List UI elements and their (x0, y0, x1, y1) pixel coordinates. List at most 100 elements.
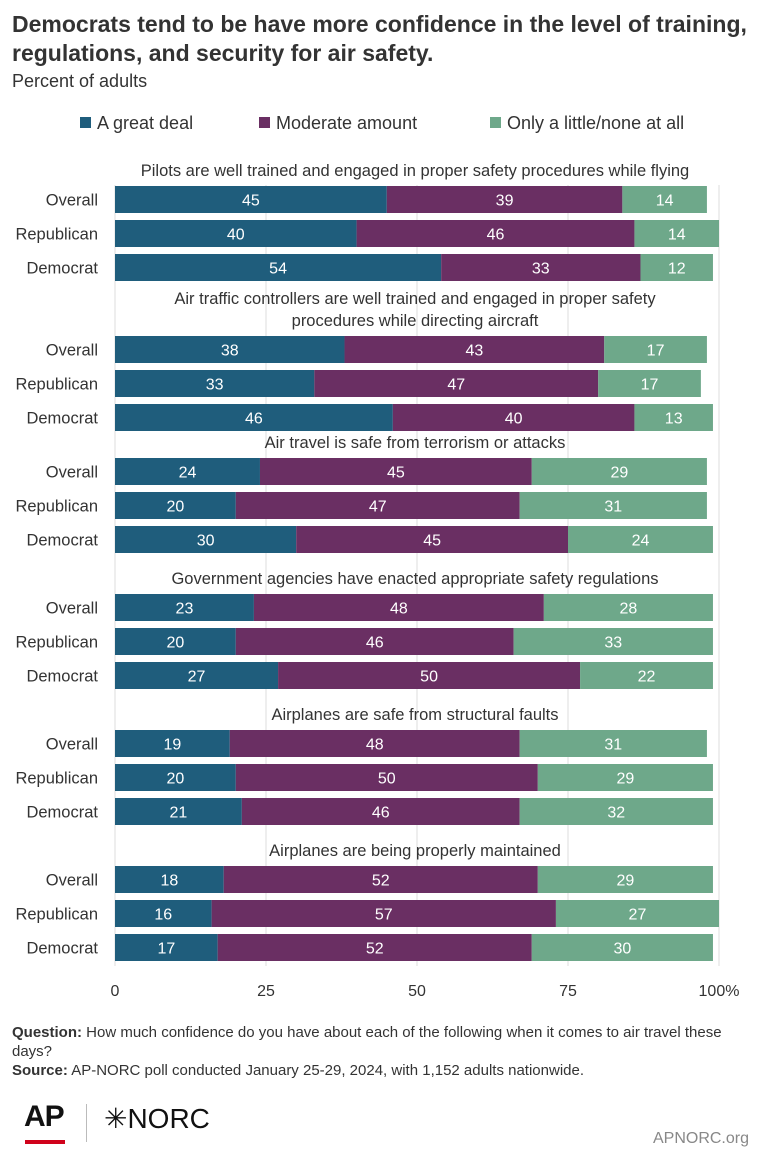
x-tick-label-1: 25 (257, 983, 275, 1000)
bar-moderate-5-2 (217, 934, 532, 961)
bar-value-little-none-0-0: 14 (656, 193, 674, 210)
bar-value-little-none-3-0: 28 (620, 601, 638, 618)
norc-logo: ✳NORC (104, 1103, 210, 1134)
bar-moderate-5-1 (211, 900, 556, 927)
row-label-2-0: Overall (46, 464, 98, 482)
x-tick-label-4: 100% (699, 983, 740, 1000)
bar-moderate-0-1 (356, 220, 635, 247)
row-label-5-2: Democrat (26, 940, 98, 958)
row-label-4-2: Democrat (26, 804, 98, 822)
bar-value-great-deal-3-2: 27 (188, 669, 206, 686)
x-tick-label-2: 50 (408, 983, 426, 1000)
bar-value-great-deal-5-0: 18 (160, 873, 178, 890)
row-label-4-1: Republican (15, 770, 98, 788)
row-label-2-2: Democrat (26, 532, 98, 550)
bar-great-deal-0-0 (115, 186, 387, 213)
bar-value-little-none-0-1: 14 (668, 227, 686, 244)
bar-value-moderate-0-2: 33 (532, 261, 550, 278)
bar-little-none-1-2 (634, 404, 713, 431)
row-label-0-1: Republican (15, 226, 98, 244)
bar-great-deal-2-1 (115, 492, 236, 519)
bar-value-moderate-1-0: 43 (465, 343, 483, 360)
bar-great-deal-4-2 (115, 798, 242, 825)
bar-moderate-4-2 (241, 798, 520, 825)
row-label-4-0: Overall (46, 736, 98, 754)
x-tick-label-0: 0 (111, 983, 120, 1000)
bar-moderate-2-1 (235, 492, 520, 519)
bar-moderate-2-2 (296, 526, 568, 553)
bar-little-none-2-1 (519, 492, 707, 519)
bar-moderate-2-0 (259, 458, 532, 485)
bar-value-great-deal-2-1: 20 (167, 499, 185, 516)
bar-great-deal-1-0 (115, 336, 345, 363)
bar-great-deal-0-2 (115, 254, 442, 281)
logo-divider (86, 1104, 87, 1142)
row-label-1-1: Republican (15, 376, 98, 394)
bar-little-none-1-1 (598, 370, 701, 397)
bar-value-moderate-5-0: 52 (372, 873, 390, 890)
bar-little-none-3-1 (513, 628, 713, 655)
source-note: Source: AP-NORC poll conducted January 2… (12, 1061, 756, 1080)
bar-value-moderate-2-2: 45 (423, 533, 441, 550)
bar-moderate-1-2 (392, 404, 635, 431)
bar-little-none-0-0 (622, 186, 707, 213)
bar-value-great-deal-1-2: 46 (245, 411, 263, 428)
bar-moderate-0-2 (441, 254, 641, 281)
chart-subtitle: Percent of adults (12, 71, 148, 91)
bar-value-great-deal-4-1: 20 (167, 771, 185, 788)
bar-moderate-4-0 (229, 730, 520, 757)
legend-item-moderate: Moderate amount (259, 113, 417, 134)
bar-value-little-none-1-2: 13 (665, 411, 683, 428)
row-label-5-1: Republican (15, 906, 98, 924)
bar-value-moderate-2-0: 45 (387, 465, 405, 482)
bar-great-deal-4-0 (115, 730, 230, 757)
bar-little-none-4-0 (519, 730, 707, 757)
bar-value-moderate-3-1: 46 (366, 635, 384, 652)
bar-value-little-none-2-1: 31 (604, 499, 622, 516)
bar-value-little-none-1-0: 17 (647, 343, 665, 360)
bar-value-little-none-4-1: 29 (616, 771, 634, 788)
ap-logo-underline (25, 1140, 65, 1144)
legend-swatch-great-deal (80, 117, 91, 128)
legend-swatch-little-none (490, 117, 501, 128)
bar-little-none-5-1 (555, 900, 719, 927)
bar-great-deal-2-2 (115, 526, 297, 553)
bar-value-great-deal-1-0: 38 (221, 343, 239, 360)
bar-little-none-4-1 (537, 764, 713, 791)
bar-moderate-0-0 (386, 186, 623, 213)
bar-little-none-3-0 (543, 594, 713, 621)
bar-value-moderate-2-1: 47 (369, 499, 387, 516)
group-title-0: Pilots are well trained and engaged in p… (141, 162, 690, 180)
bar-value-little-none-2-0: 29 (610, 465, 628, 482)
row-label-2-1: Republican (15, 498, 98, 516)
x-tick-label-3: 75 (559, 983, 577, 1000)
bar-little-none-0-1 (634, 220, 719, 247)
bar-value-little-none-3-1: 33 (604, 635, 622, 652)
bar-moderate-5-0 (223, 866, 538, 893)
bar-value-moderate-5-1: 57 (375, 907, 393, 924)
legend-label-little-none: Only a little/none at all (507, 113, 685, 133)
bar-value-little-none-5-0: 29 (616, 873, 634, 890)
legend-item-little-none: Only a little/none at all (490, 113, 684, 134)
stacked-bar-chart: Pilots are well trained and engaged in p… (15, 162, 740, 1000)
bar-value-great-deal-1-1: 33 (206, 377, 224, 394)
question-note: Question: How much confidence do you hav… (12, 1023, 756, 1061)
bar-value-great-deal-5-2: 17 (157, 941, 175, 958)
bar-great-deal-2-0 (115, 458, 260, 485)
row-label-5-0: Overall (46, 872, 98, 890)
bar-value-great-deal-5-1: 16 (154, 907, 172, 924)
bar-moderate-1-1 (314, 370, 599, 397)
group-title-2: Air travel is safe from terrorism or att… (265, 434, 566, 452)
bar-value-moderate-0-1: 46 (487, 227, 505, 244)
row-label-1-2: Democrat (26, 410, 98, 428)
bar-value-great-deal-4-0: 19 (163, 737, 181, 754)
bar-great-deal-1-2 (115, 404, 393, 431)
row-label-0-2: Democrat (26, 260, 98, 278)
legend-label-moderate: Moderate amount (276, 113, 418, 133)
bar-moderate-3-0 (253, 594, 544, 621)
group-title-3: Government agencies have enacted appropr… (171, 570, 658, 588)
question-label: Question: (12, 1024, 82, 1041)
row-label-0-0: Overall (46, 192, 98, 210)
bar-value-moderate-4-1: 50 (378, 771, 396, 788)
source-label: Source: (12, 1062, 68, 1079)
